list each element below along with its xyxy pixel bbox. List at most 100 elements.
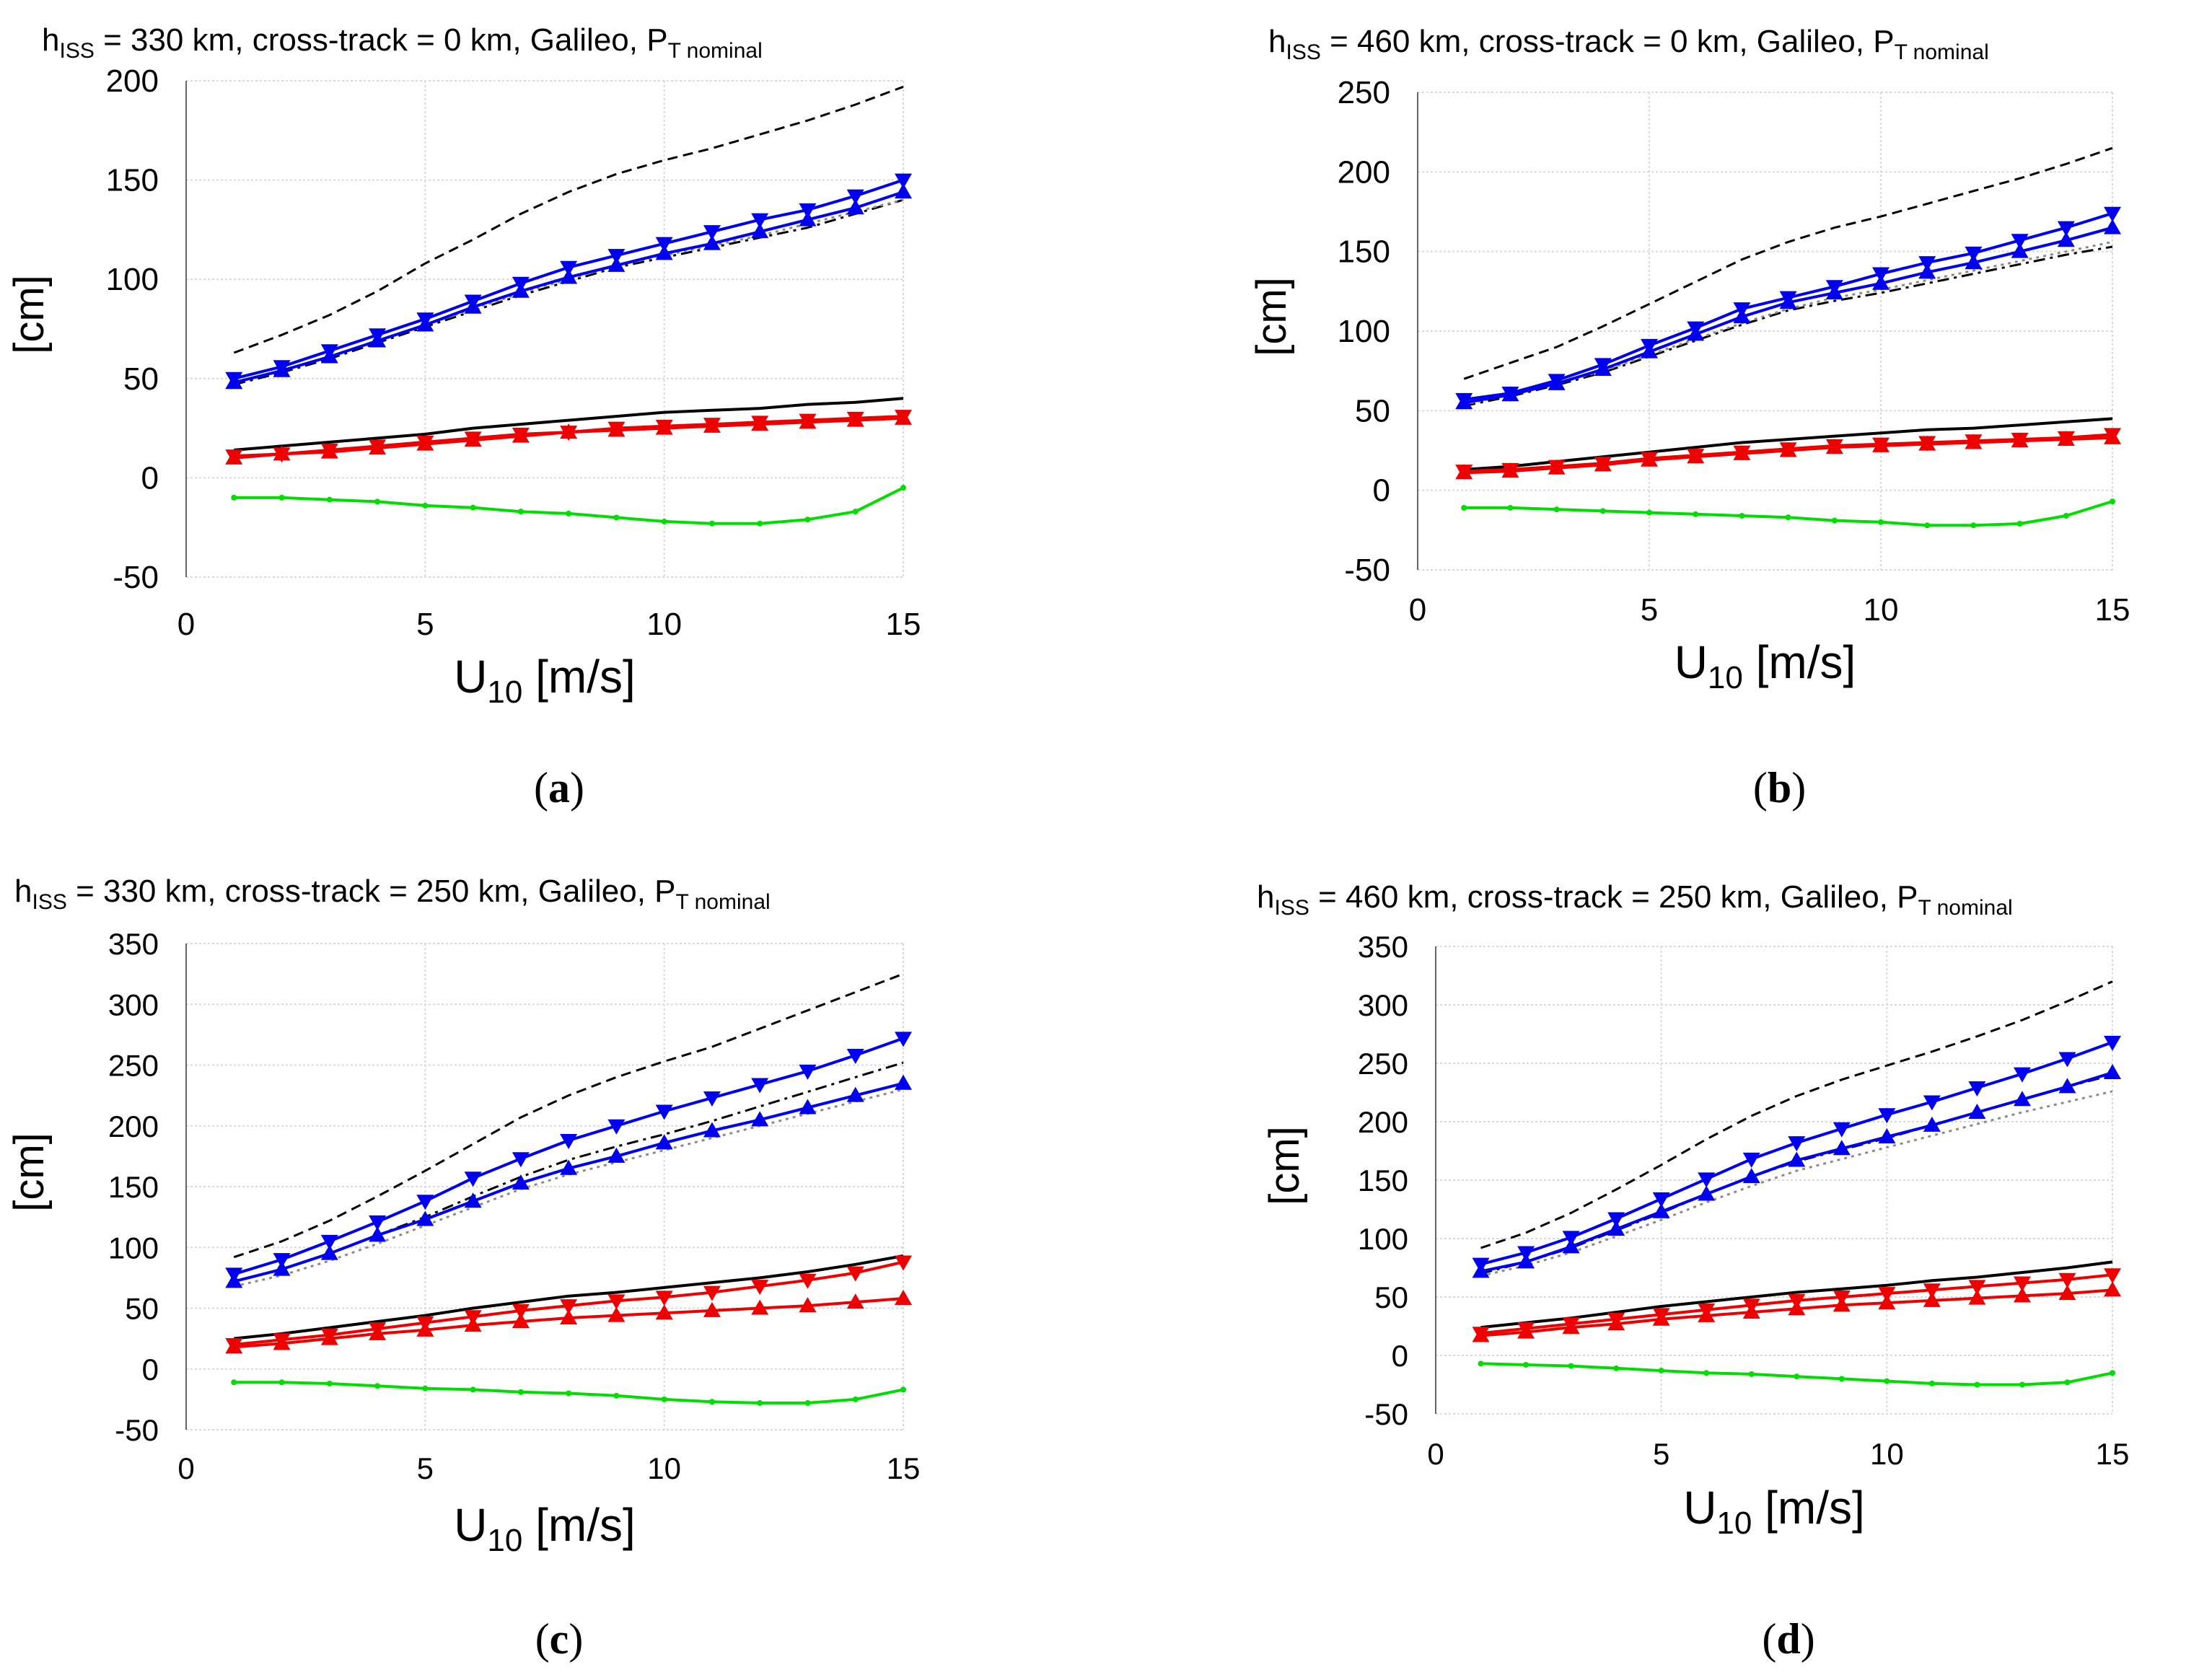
caption-letter: d	[1776, 1615, 1800, 1663]
data-point-green	[708, 520, 715, 527]
data-point-red-up-triangle	[751, 1299, 769, 1315]
data-point-green	[1739, 512, 1745, 519]
data-point-red-down-triangle	[1548, 460, 1566, 475]
x-tick-label: 5	[417, 1451, 434, 1485]
caption-paren-close: )	[569, 1615, 583, 1663]
data-point-red-down-triangle	[273, 1333, 291, 1349]
data-point-green	[1748, 1371, 1755, 1377]
data-point-blue-down-triangle	[560, 1133, 578, 1149]
data-point-green	[2110, 498, 2115, 505]
data-point-blue-down-triangle	[369, 328, 387, 344]
y-tick-label: -50	[1344, 553, 1390, 588]
data-point-red-down-triangle	[416, 1316, 434, 1332]
data-point-blue-down-triangle	[2013, 1067, 2031, 1083]
x-tick-label: 15	[2095, 592, 2130, 628]
data-point-red-down-triangle	[846, 411, 864, 427]
data-point-green	[1878, 519, 1884, 525]
caption-paren-close: )	[1791, 764, 1806, 812]
y-tick-label: 0	[1373, 473, 1390, 509]
data-point-red-down-triangle	[225, 1338, 243, 1354]
x-tick-label: 15	[886, 607, 921, 642]
data-point-red-down-triangle	[1779, 442, 1797, 458]
series-line-black-dash-dot	[1463, 245, 2113, 408]
data-point-blue-down-triangle	[895, 173, 912, 189]
data-point-blue-up-triangle	[320, 1244, 338, 1260]
data-point-blue-down-triangle	[1918, 256, 1936, 272]
data-point-red-down-triangle	[799, 413, 817, 429]
data-point-blue-up-triangle	[416, 1210, 434, 1226]
y-tick-label: 200	[1338, 154, 1390, 190]
data-point-blue-up-triangle	[2057, 232, 2075, 247]
data-point-blue-down-triangle	[655, 1104, 673, 1120]
data-point-blue-up-triangle	[655, 245, 673, 260]
data-point-blue-up-triangle	[560, 1159, 578, 1175]
data-point-blue-down-triangle	[1788, 1136, 1806, 1152]
x-tick-label: 10	[1864, 592, 1899, 628]
data-point-red-down-triangle	[1607, 1312, 1625, 1328]
data-point-green	[1838, 1376, 1845, 1382]
data-point-blue-down-triangle	[1965, 246, 1983, 262]
data-point-blue-down-triangle	[1833, 1122, 1851, 1138]
title-sub-iss: ISS	[59, 39, 94, 63]
series-line-black-solid	[234, 397, 904, 452]
data-point-blue-up-triangle	[1968, 1104, 1986, 1120]
data-point-red-down-triangle	[1788, 1293, 1806, 1309]
y-tick-label: 250	[1338, 75, 1390, 110]
series-line-black-solid	[1464, 417, 2113, 471]
data-point-red-up-triangle	[655, 1304, 673, 1320]
data-point-green	[1568, 1363, 1574, 1369]
data-point-green	[1461, 504, 1467, 511]
y-tick-label: 300	[1358, 988, 1408, 1022]
data-point-green	[422, 1385, 429, 1392]
data-point-green	[1658, 1368, 1664, 1374]
caption-paren-open: (	[534, 764, 548, 812]
x-axis-label: U10 [m/s]	[454, 651, 636, 710]
data-point-blue-down-triangle	[273, 360, 291, 376]
data-point-green	[2064, 1379, 2071, 1386]
data-point-green	[1693, 511, 1699, 517]
data-point-red-down-triangle	[1687, 449, 1705, 465]
caption-paren-close: )	[1801, 1615, 1815, 1663]
x-tick-label: 15	[887, 1451, 921, 1485]
y-tick-label: 250	[108, 1049, 159, 1083]
data-point-green	[1794, 1373, 1800, 1380]
caption-paren-open: (	[535, 1615, 550, 1663]
data-point-blue-down-triangle	[2104, 1035, 2121, 1051]
data-point-blue-up-triangle	[1878, 1128, 1896, 1144]
data-point-green	[900, 1386, 906, 1393]
data-point-green	[1974, 1381, 1980, 1388]
data-point-red-down-triangle	[369, 1322, 387, 1338]
data-point-red-down-triangle	[2058, 1272, 2076, 1288]
data-point-green	[566, 510, 572, 516]
y-tick-label: 0	[141, 460, 159, 496]
data-point-red-down-triangle	[1968, 1280, 1986, 1296]
data-point-red-up-triangle	[512, 1313, 530, 1329]
title-middle: = 330 km, cross-track = 0 km, Galileo, P	[95, 22, 668, 58]
data-point-blue-down-triangle	[1472, 1257, 1490, 1273]
data-point-blue-down-triangle	[1641, 338, 1658, 354]
data-point-green	[1613, 1365, 1620, 1371]
data-point-blue-down-triangle	[2011, 234, 2029, 250]
data-point-red-down-triangle	[512, 1303, 530, 1319]
data-point-blue-down-triangle	[1501, 387, 1519, 403]
y-tick-label: 300	[108, 988, 159, 1021]
data-point-red-down-triangle	[464, 1310, 482, 1326]
y-tick-label: 150	[108, 1170, 159, 1204]
data-point-red-down-triangle	[2011, 433, 2029, 449]
data-point-red-down-triangle	[799, 1273, 817, 1289]
y-tick-label: 150	[106, 163, 159, 198]
x-tick-label: 5	[1653, 1437, 1669, 1471]
data-point-blue-down-triangle	[560, 260, 578, 276]
panel-caption: (c)	[535, 1615, 584, 1663]
data-point-red-down-triangle	[1918, 436, 1936, 452]
data-point-blue-down-triangle	[2058, 1052, 2076, 1068]
title-sub-pt: T nominal	[1918, 896, 2013, 920]
data-point-green	[374, 498, 381, 505]
data-point-green	[613, 514, 620, 521]
data-point-blue-down-triangle	[1548, 374, 1566, 390]
chart-title: hISS = 460 km, cross-track = 0 km, Galil…	[1268, 24, 1989, 64]
title-sub-pt: T nominal	[676, 890, 771, 914]
data-point-green	[1523, 1361, 1529, 1368]
